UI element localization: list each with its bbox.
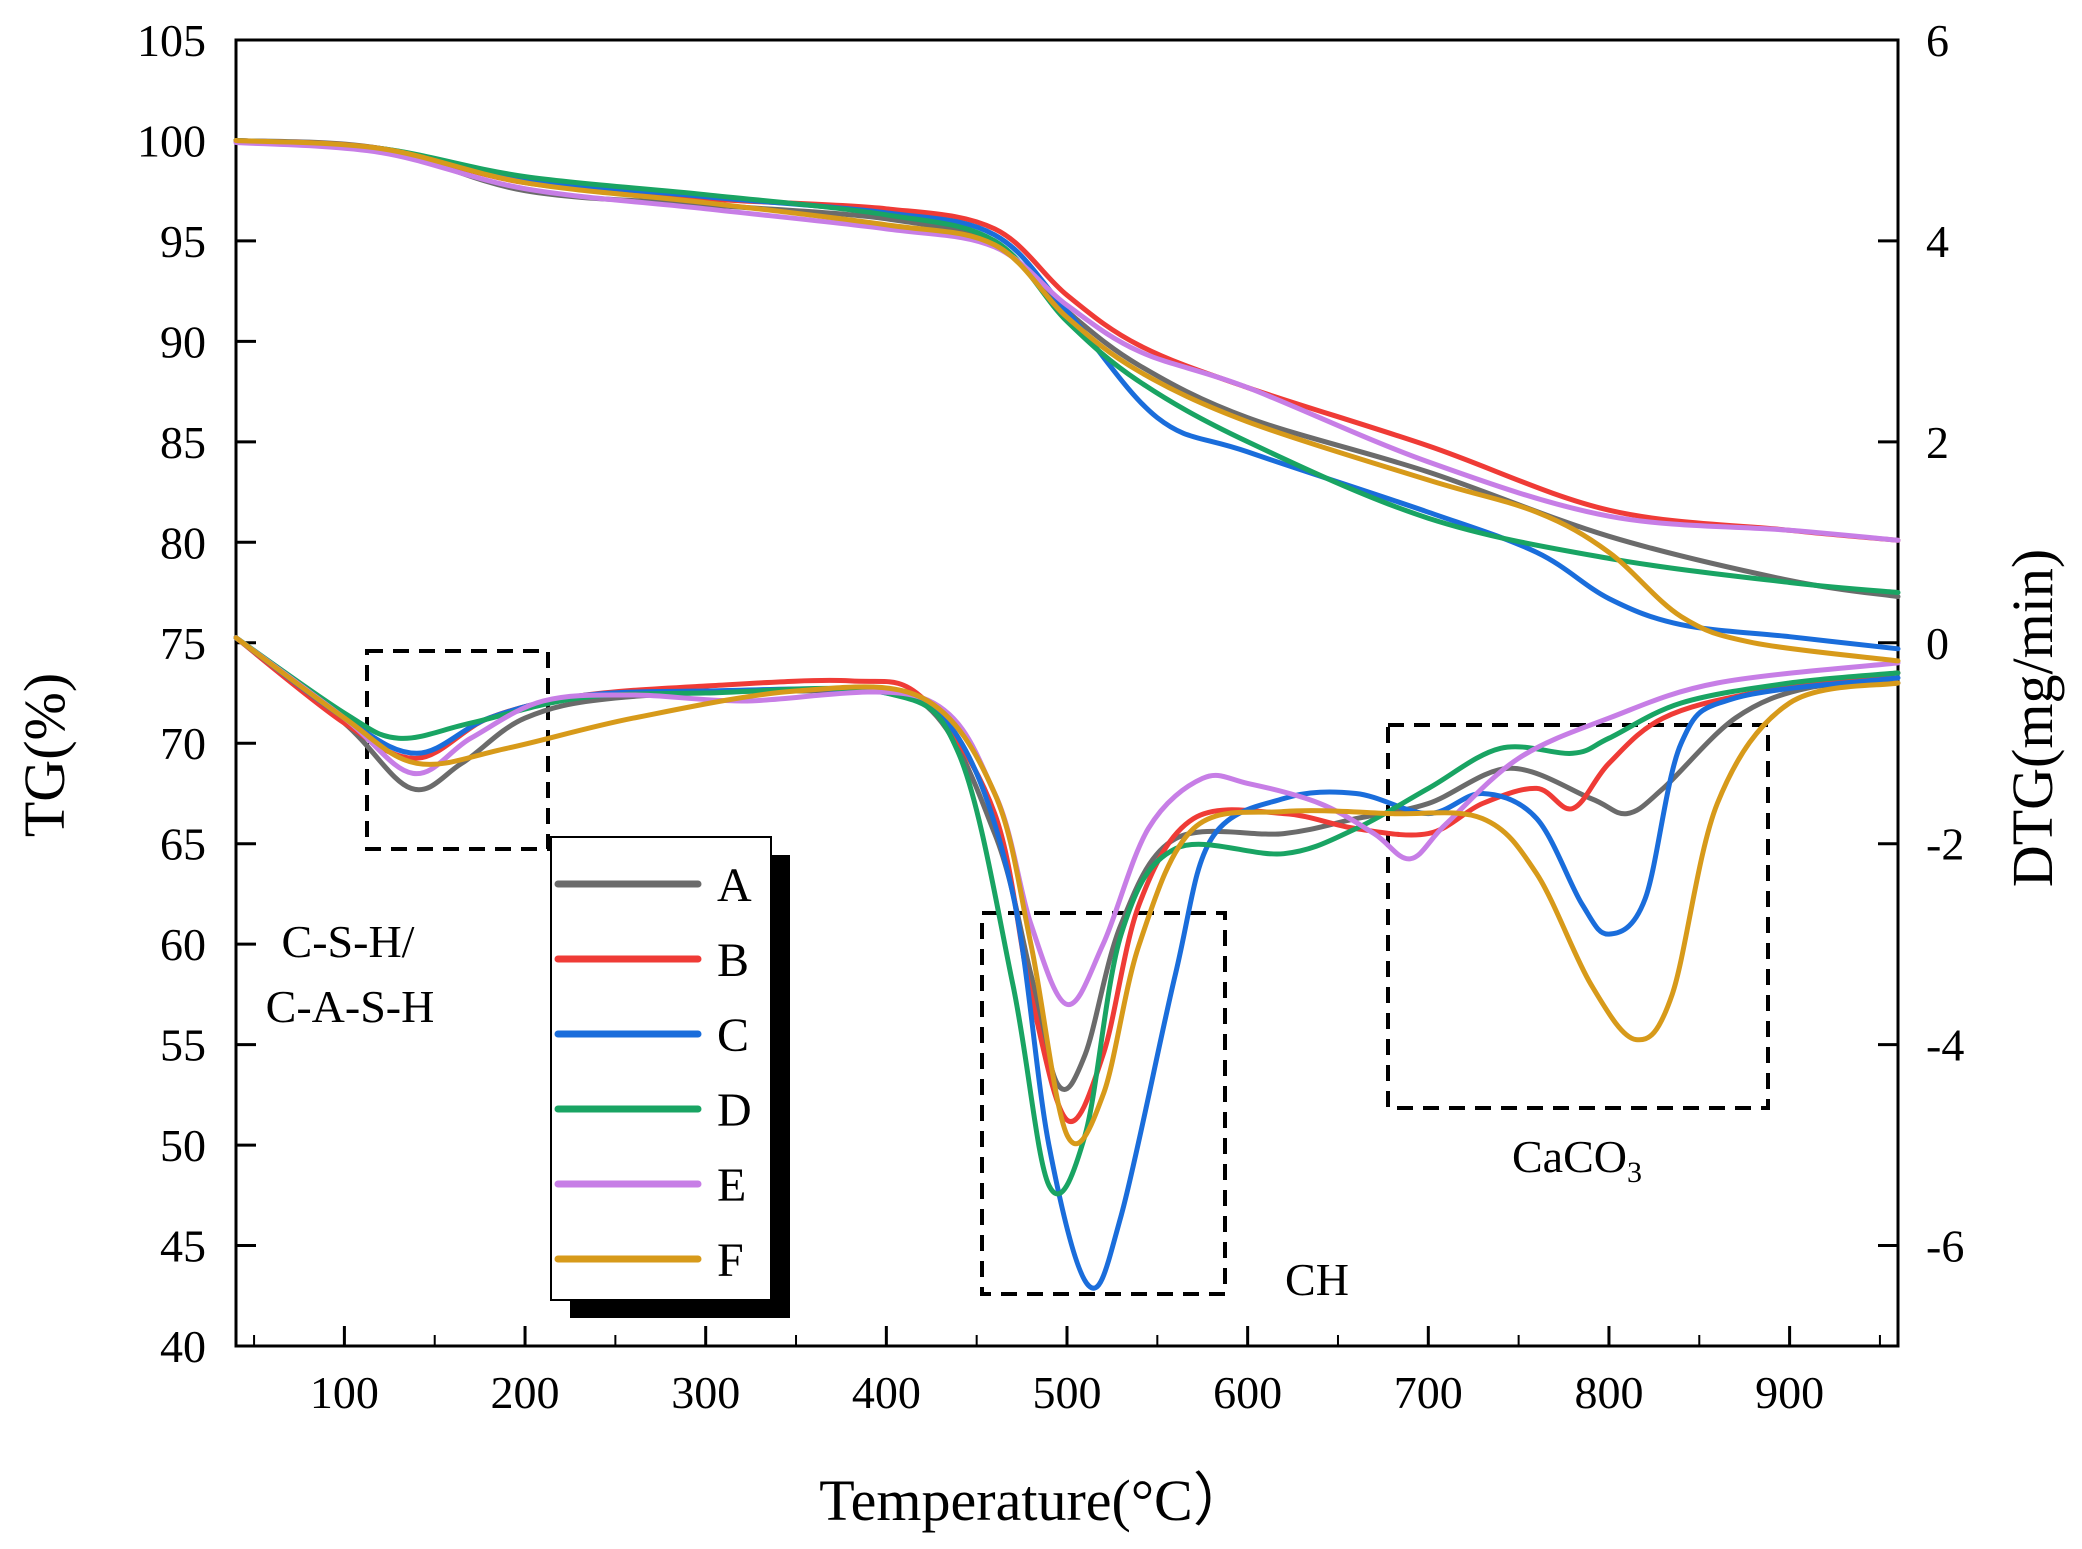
legend-label-b: B <box>717 934 749 987</box>
legend-label-c: C <box>717 1009 749 1062</box>
dtg-line-d <box>233 635 1901 1197</box>
y-right-tick-label: 6 <box>1926 15 1949 66</box>
x-tick-label: 700 <box>1394 1367 1463 1418</box>
y-left-tick-label: 90 <box>160 316 206 367</box>
ch-annotation: CH <box>1285 1254 1349 1305</box>
x-tick-label: 200 <box>491 1367 560 1418</box>
x-tick-label: 500 <box>1033 1367 1102 1418</box>
y-left-tick-label: 60 <box>160 919 206 970</box>
y-left-tick-label: 40 <box>160 1321 206 1372</box>
y-left-tick-label: 105 <box>137 15 206 66</box>
dtg-line-e <box>233 635 1901 1007</box>
tg-line-d <box>233 138 1901 595</box>
x-tick-label: 400 <box>852 1367 921 1418</box>
caco3-annotation: CaCO3 <box>1512 1131 1642 1189</box>
legend-label-e: E <box>717 1159 746 1212</box>
y-left-tick-label: 80 <box>160 517 206 568</box>
y-right-tick-label: 4 <box>1926 216 1949 267</box>
axes: 100 200 300 400 500 600 700 800 9004045505560657… <box>137 15 1964 1418</box>
y-right-tick-label: 2 <box>1926 417 1949 468</box>
y-left-tick-label: 70 <box>160 718 206 769</box>
y-left-tick-label: 85 <box>160 417 206 468</box>
y-axis-right-title: DTG(mg/min) <box>2000 549 2065 887</box>
x-tick-label: 600 <box>1213 1367 1282 1418</box>
y-right-tick-label: -2 <box>1926 819 1964 870</box>
y-left-tick-label: 55 <box>160 1020 206 1071</box>
annotation-boxes <box>365 649 1770 1296</box>
tg-line-c <box>233 138 1901 652</box>
csh-region-box <box>365 649 550 851</box>
legend-label-f: F <box>717 1234 744 1287</box>
legend-label-d: D <box>717 1084 752 1137</box>
dtg-line-a <box>233 635 1901 1093</box>
caco3-main: CaCO <box>1512 1131 1627 1182</box>
x-axis-title: Temperature(°C） <box>819 1468 1250 1533</box>
dtg-line-c <box>233 635 1901 1291</box>
plot-frame <box>234 38 1900 1348</box>
x-tick-label: 800 <box>1574 1367 1643 1418</box>
y-axis-left-title: TG(%) <box>12 673 77 837</box>
csh-annotation-line1: C-S-H/ <box>282 916 415 967</box>
y-right-tick-label: -6 <box>1926 1221 1964 1272</box>
text-labels: C-S-H/ C-A-S-H CH CaCO3 Temperature(°C） … <box>12 549 2065 1533</box>
legend-label-a: A <box>717 859 752 912</box>
legend-box <box>550 836 772 1301</box>
tg-line-f <box>233 138 1901 664</box>
x-tick-label: 300 <box>671 1367 740 1418</box>
y-right-tick-label: 0 <box>1926 618 1949 669</box>
y-left-tick-label: 45 <box>160 1221 206 1272</box>
y-left-tick-label: 100 <box>137 115 206 166</box>
tg-line-b <box>233 138 1901 543</box>
caco3-subscript: 3 <box>1627 1156 1642 1189</box>
x-tick-label: 900 <box>1755 1367 1824 1418</box>
y-left-tick-label: 75 <box>160 618 206 669</box>
dtg-line-f <box>233 635 1901 1147</box>
series-lines <box>233 138 1901 1291</box>
y-left-tick-label: 50 <box>160 1120 206 1171</box>
y-left-tick-label: 95 <box>160 216 206 267</box>
x-tick-label: 100 <box>310 1367 379 1418</box>
y-right-tick-label: -4 <box>1926 1020 1964 1071</box>
csh-annotation-line2: C-A-S-H <box>266 981 435 1032</box>
tg-line-e <box>233 140 1901 543</box>
caco3-region-box <box>1386 723 1770 1110</box>
y-left-tick-label: 65 <box>160 819 206 870</box>
tg-line-a <box>233 138 1901 600</box>
ch-region-box <box>980 911 1227 1296</box>
